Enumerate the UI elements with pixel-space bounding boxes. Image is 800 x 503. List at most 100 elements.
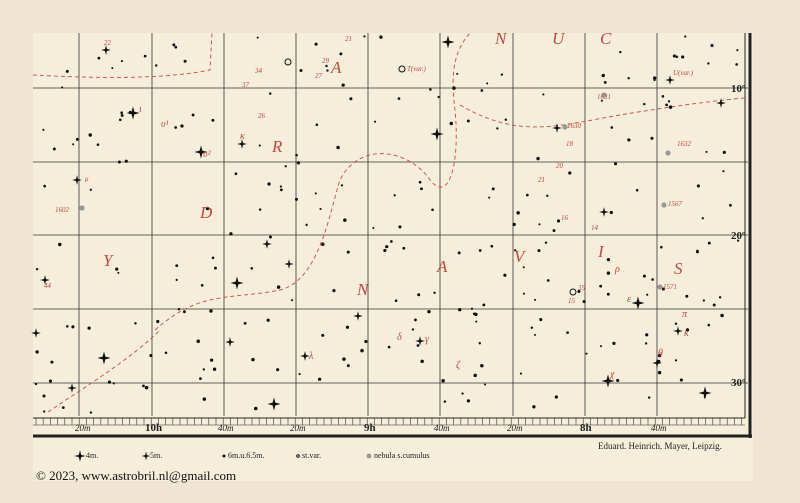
star bbox=[532, 405, 536, 409]
star bbox=[34, 382, 38, 386]
star bbox=[661, 287, 665, 291]
star bbox=[58, 242, 62, 247]
nebula bbox=[657, 284, 663, 290]
star bbox=[43, 184, 46, 188]
legend: 4m. 5m. 6m.u.6.5m. st.var. nebula s.cumu… bbox=[86, 441, 722, 460]
star bbox=[42, 128, 45, 131]
star bbox=[325, 64, 328, 68]
star bbox=[279, 185, 282, 188]
star bbox=[374, 120, 377, 123]
star bbox=[414, 318, 417, 322]
star-label: 1602 bbox=[55, 206, 70, 214]
star bbox=[258, 144, 261, 147]
star bbox=[534, 298, 537, 301]
star bbox=[480, 89, 484, 92]
star bbox=[657, 370, 662, 375]
star bbox=[657, 353, 662, 358]
star bbox=[643, 102, 646, 106]
bright-star bbox=[225, 337, 235, 347]
star bbox=[672, 54, 676, 58]
star bbox=[191, 113, 195, 117]
star bbox=[321, 333, 325, 337]
star-label: κ bbox=[240, 131, 245, 142]
star bbox=[679, 378, 683, 382]
star bbox=[202, 397, 207, 401]
star bbox=[372, 226, 375, 229]
star bbox=[582, 299, 586, 304]
star bbox=[142, 384, 145, 388]
star bbox=[539, 318, 543, 322]
star bbox=[674, 359, 678, 362]
star bbox=[343, 218, 347, 222]
constellation-letter: A bbox=[436, 257, 448, 276]
star bbox=[143, 54, 147, 58]
ra-label: 20m bbox=[290, 423, 306, 433]
star bbox=[258, 208, 262, 211]
constellation-letter: U bbox=[552, 29, 566, 48]
nebula bbox=[665, 150, 671, 156]
map-labels: 10º 20º 30º 20m 10h 40m 20m 9h 40m 20m 8… bbox=[75, 29, 746, 434]
star bbox=[342, 357, 346, 361]
ra-label: 40m bbox=[218, 423, 234, 433]
star bbox=[48, 379, 53, 383]
star bbox=[417, 293, 421, 297]
bright-star bbox=[67, 383, 77, 393]
star bbox=[314, 192, 317, 195]
bright-star bbox=[72, 175, 82, 185]
star bbox=[491, 187, 495, 191]
star bbox=[599, 284, 603, 288]
star-label: 22 bbox=[104, 39, 112, 47]
star bbox=[609, 210, 613, 215]
star bbox=[534, 333, 537, 336]
star bbox=[612, 341, 616, 345]
star bbox=[61, 406, 65, 410]
star bbox=[431, 208, 434, 212]
star bbox=[111, 67, 114, 70]
star bbox=[522, 266, 525, 269]
star bbox=[363, 35, 366, 38]
star bbox=[120, 60, 124, 63]
star bbox=[416, 344, 420, 347]
star bbox=[379, 35, 383, 39]
star bbox=[627, 77, 630, 80]
star bbox=[411, 328, 415, 331]
star bbox=[134, 322, 137, 325]
star bbox=[473, 373, 477, 378]
star bbox=[87, 326, 91, 330]
legend-dot bbox=[296, 454, 300, 458]
ra-label: 40m bbox=[434, 423, 450, 433]
legend-dot bbox=[222, 454, 226, 458]
star bbox=[728, 203, 732, 207]
star-label: 1567 bbox=[668, 200, 683, 208]
bright-star bbox=[230, 276, 244, 290]
star bbox=[466, 119, 470, 123]
star bbox=[651, 278, 654, 281]
star-label: 27 bbox=[315, 72, 323, 80]
star-label: γ bbox=[425, 334, 430, 345]
star bbox=[115, 267, 119, 271]
star bbox=[75, 137, 79, 141]
star-label: θ bbox=[658, 348, 663, 359]
star bbox=[705, 150, 708, 153]
star bbox=[332, 289, 336, 293]
star bbox=[542, 93, 545, 96]
star bbox=[175, 278, 178, 281]
star bbox=[120, 113, 124, 117]
star bbox=[500, 73, 504, 76]
star bbox=[554, 395, 558, 399]
star bbox=[675, 55, 679, 59]
legend-item: 4m. bbox=[86, 451, 98, 460]
star bbox=[452, 86, 456, 90]
star bbox=[646, 293, 649, 296]
star bbox=[645, 333, 649, 337]
star-label: 18 bbox=[566, 140, 574, 148]
ra-ticks bbox=[35, 418, 742, 425]
bright-star bbox=[698, 386, 712, 400]
star bbox=[433, 291, 436, 295]
star bbox=[251, 357, 255, 362]
star bbox=[660, 245, 663, 249]
star bbox=[707, 241, 711, 245]
star-label: 29 bbox=[322, 57, 330, 65]
star bbox=[88, 133, 93, 137]
